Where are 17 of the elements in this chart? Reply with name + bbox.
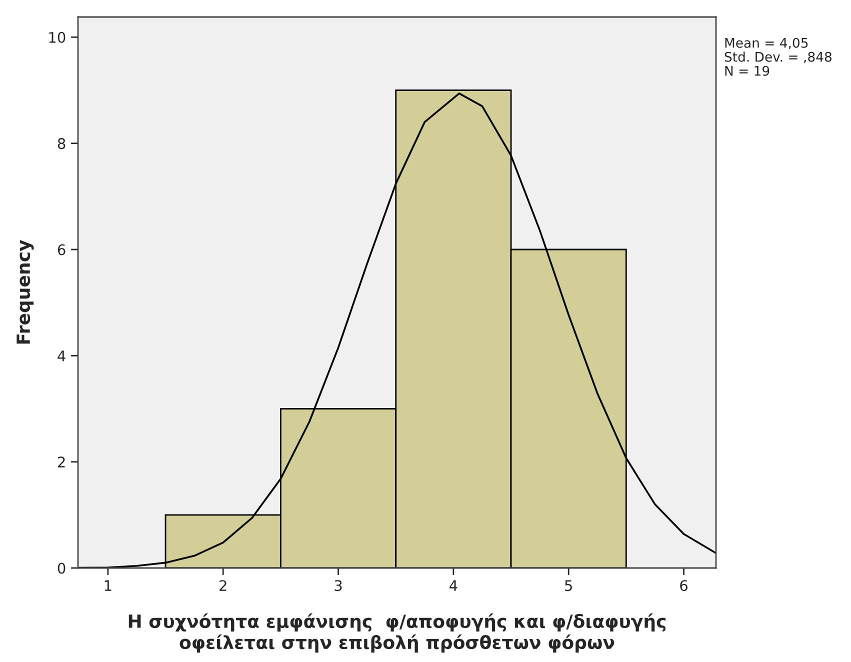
x-tick-label: 6 (680, 580, 688, 592)
x-tick-label: 4 (450, 580, 458, 591)
y-tick-label: 0 (58, 562, 66, 574)
y-tick-label: 10 (49, 32, 66, 43)
y-axis-title: Frequency (16, 240, 34, 344)
x-tick-label: 2 (220, 580, 226, 591)
y-tick-label: 2 (58, 456, 65, 468)
y-tick-label: 4 (58, 350, 66, 362)
y-tick-label: 8 (58, 138, 66, 150)
x-tick-label: 3 (334, 580, 342, 592)
text: Mean = 4,05 (725, 38, 808, 50)
text: N = 19 (725, 66, 770, 76)
x-tick-label: 5 (565, 580, 572, 592)
y-tick-label: 6 (58, 244, 66, 256)
text: Std. Dev. = ,848 (724, 52, 832, 64)
x-tick-label: 1 (104, 580, 112, 591)
x-axis-title: Η συχνότητα εμφάνισης φ/αποφυγής και φ/διαφυγής οφείλεται στην επιβολή πρόσθετων φόρων (128, 613, 666, 653)
